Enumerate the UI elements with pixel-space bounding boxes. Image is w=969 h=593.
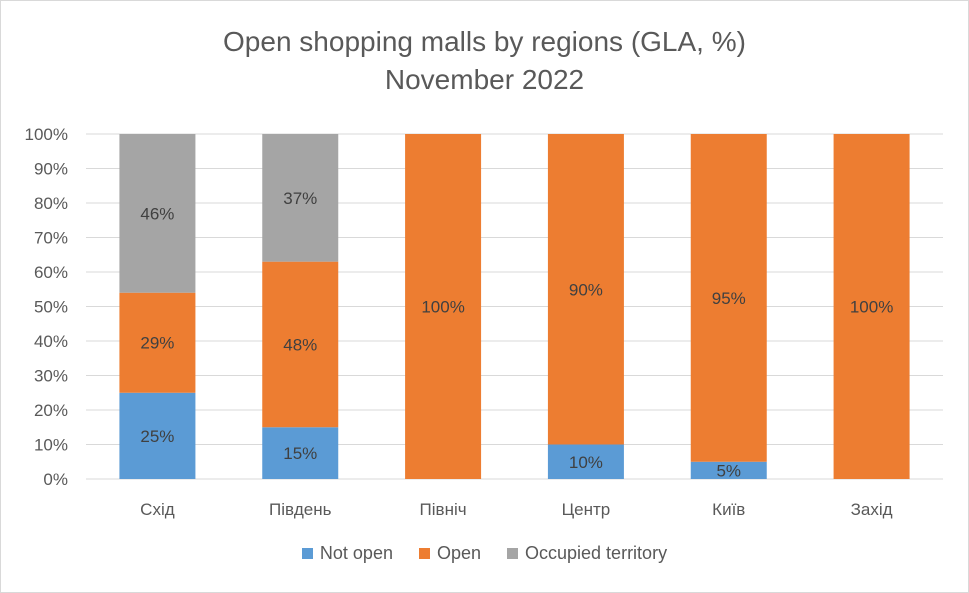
data-label: 48% [283,335,317,354]
legend-label-occupied-territory: Occupied territory [525,543,668,563]
legend-label-open: Open [436,543,482,563]
legend-swatch-open [418,548,430,559]
chart-title-line-2: November 2022 [384,64,585,95]
bar-segment-open [405,134,482,479]
data-label: 5% [716,461,741,480]
data-label: 25% [140,427,174,446]
x-tick-label: Центр [562,500,611,519]
x-tick-label: Київ [712,500,745,519]
y-tick-label: 20% [34,401,68,420]
legend-swatch-not-open [301,548,313,559]
legend-item-occupied-territory: Occupied territory [507,543,667,564]
bar-segment-open [119,292,196,393]
chart-legend: Not open Open Occupied territory [1,543,968,564]
y-tick-label: 60% [34,263,68,282]
x-tick-label: Захід [851,500,893,519]
data-label: 46% [140,204,174,223]
y-tick-label: 0% [43,470,68,489]
bar-segment-not-open [690,461,767,479]
bar-segment-open [690,134,767,462]
data-label: 100% [421,298,464,317]
bar-segment-not-open [262,427,339,479]
bar-segment-open [833,134,910,479]
legend-item-open: Open [418,543,482,564]
data-label: 37% [283,189,317,208]
data-label: 95% [712,289,746,308]
y-tick-label: 40% [34,332,68,351]
y-tick-label: 30% [34,367,68,386]
bar-segment-open [262,261,339,428]
legend-item-not-open: Not open [301,543,393,564]
bar-segment-not-open [119,392,196,479]
x-tick-label: Південь [269,500,332,519]
y-tick-label: 100% [25,125,68,144]
y-tick-label: 50% [34,298,68,317]
legend-swatch-occupied-territory [507,548,519,559]
data-label: 29% [140,334,174,353]
y-tick-label: 70% [34,229,68,248]
legend-label-not-open: Not open [319,543,393,563]
y-tick-label: 80% [34,194,68,213]
x-tick-label: Північ [420,500,467,519]
data-label: 10% [569,453,603,472]
data-label: 100% [850,298,893,317]
y-tick-label: 90% [34,160,68,179]
bar-segment-occupied [262,134,339,262]
x-tick-label: Схід [140,500,175,519]
y-tick-label: 10% [34,436,68,455]
bar-segment-not-open [547,444,624,479]
bar-segment-occupied [119,134,196,293]
data-label: 15% [283,444,317,463]
bar-segment-open [547,134,624,445]
chart-title: Open shopping malls by regions (GLA, %) … [1,23,968,99]
data-label: 90% [569,280,603,299]
chart-title-line-1: Open shopping malls by regions (GLA, %) [223,26,746,57]
